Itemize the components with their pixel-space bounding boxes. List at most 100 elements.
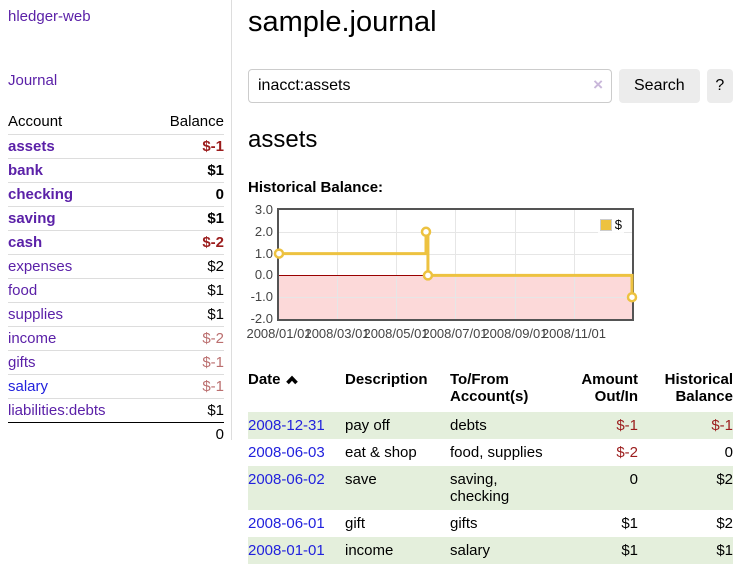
data-point xyxy=(420,226,432,238)
x-axis-tick-label: 2008/09/01 xyxy=(482,326,548,341)
account-balance: $-2 xyxy=(146,326,224,351)
vertical-gridline xyxy=(396,210,398,319)
transaction-date-link[interactable]: 2008-01-01 xyxy=(248,542,325,559)
transaction-description: income xyxy=(345,537,450,564)
transaction-amount: $-1 xyxy=(550,412,638,439)
transaction-accounts: salary xyxy=(450,537,550,564)
horizontal-gridline xyxy=(279,297,632,299)
transaction-row: 2008-06-02 save saving, checking 0 $2 xyxy=(248,466,733,510)
account-balance: $1 xyxy=(146,158,224,183)
account-link-bank[interactable]: bank xyxy=(8,162,44,179)
account-link-gifts[interactable]: gifts xyxy=(8,354,36,371)
y-axis-tick-label: -1.0 xyxy=(250,289,273,305)
transaction-row: 2008-01-01 income salary $1 $1 xyxy=(248,537,733,564)
transaction-date-link[interactable]: 2008-06-02 xyxy=(248,471,325,488)
transaction-amount: 0 xyxy=(550,466,638,510)
horizontal-gridline xyxy=(279,253,632,255)
transaction-amount: $1 xyxy=(550,537,638,564)
register-header-description: Description xyxy=(345,371,428,388)
register-header-amount: Amount Out/In xyxy=(581,371,638,405)
transaction-description: gift xyxy=(345,515,366,532)
register-header-balance: Historical Balance xyxy=(664,371,733,405)
search-input[interactable] xyxy=(248,69,612,103)
account-link-cash[interactable]: cash xyxy=(8,234,43,251)
register-table: Date Description To/From Account(s) Amou… xyxy=(248,368,733,564)
account-heading: assets xyxy=(248,126,318,153)
account-link-liabilities-debts[interactable]: liabilities:debts xyxy=(8,402,106,419)
account-row: expenses $2 xyxy=(8,254,224,279)
account-row: gifts $-1 xyxy=(8,350,224,375)
horizontal-gridline xyxy=(279,231,632,233)
account-balance: $-1 xyxy=(146,374,224,399)
x-axis-tick-label: 2008/03/01 xyxy=(304,326,370,341)
register-header-row: Date Description To/From Account(s) Amou… xyxy=(248,368,733,412)
account-row: supplies $1 xyxy=(8,302,224,327)
accounts-table: Account Balance assets $-1 bank $1 checking 0… xyxy=(8,110,224,446)
accounts-header-account: Account xyxy=(8,113,63,130)
sort-ascending-icon xyxy=(285,375,298,385)
app-title-link[interactable]: hledger-web xyxy=(8,8,91,25)
y-axis-tick-label: 0.0 xyxy=(254,267,273,283)
account-link-checking[interactable]: checking xyxy=(8,186,74,203)
accounts-total-balance: 0 xyxy=(146,422,224,446)
main-content: sample.journal × Search ? assets Histori… xyxy=(233,0,742,582)
transaction-description: save xyxy=(345,466,450,510)
account-row: food $1 xyxy=(8,278,224,303)
vertical-gridline xyxy=(514,210,516,319)
account-row: salary $-1 xyxy=(8,374,224,399)
help-button[interactable]: ? xyxy=(706,69,733,103)
account-link-income[interactable]: income xyxy=(8,330,57,347)
transaction-description: eat & shop xyxy=(345,444,417,461)
transaction-accounts: food, supplies xyxy=(450,444,543,461)
clear-search-icon[interactable]: × xyxy=(593,75,603,94)
accounts-header-balance: Balance xyxy=(169,113,224,130)
search-button[interactable]: Search xyxy=(619,69,700,103)
chart-plot-area: $ xyxy=(273,208,638,321)
transaction-balance: 0 xyxy=(724,444,733,461)
chart-legend: $ xyxy=(597,216,624,233)
transaction-balance: $-1 xyxy=(638,412,733,439)
search-box: × xyxy=(248,69,612,103)
sidebar: hledger-web Journal Account Balance asse… xyxy=(0,0,232,446)
y-axis-tick-label: 3.0 xyxy=(254,202,273,217)
legend-swatch xyxy=(599,218,612,231)
transaction-amount: $1 xyxy=(621,515,638,532)
search-form: × Search ? xyxy=(248,69,733,103)
chart-title: Historical Balance: xyxy=(248,179,384,196)
account-balance: $1 xyxy=(146,302,224,327)
account-balance: $1 xyxy=(146,398,224,423)
transaction-accounts: debts xyxy=(450,412,550,439)
account-balance: $-2 xyxy=(146,230,224,255)
data-point xyxy=(273,248,285,259)
transaction-accounts: saving, checking xyxy=(450,466,550,510)
data-point xyxy=(626,291,638,303)
accounts-total-row: 0 xyxy=(8,422,224,446)
account-balance: $-1 xyxy=(146,134,224,159)
account-balance: 0 xyxy=(146,182,224,207)
historical-balance-chart: $ 3.0 2.0 1.0 0.0 -1.0 -2.0 2008/01/01 2008/03/… xyxy=(246,202,733,346)
register-header-date[interactable]: Date xyxy=(248,368,345,412)
transaction-date-link[interactable]: 2008-12-31 xyxy=(248,417,325,434)
account-link-food[interactable]: food xyxy=(8,282,38,299)
account-link-salary[interactable]: salary xyxy=(8,378,49,395)
y-axis-tick-label: 1.0 xyxy=(254,245,273,261)
transaction-date-link[interactable]: 2008-06-01 xyxy=(248,515,325,532)
y-axis-tick-label: 2.0 xyxy=(254,223,273,239)
account-balance: $1 xyxy=(146,278,224,303)
transaction-description: pay off xyxy=(345,412,450,439)
account-row: income $-2 xyxy=(8,326,224,351)
transaction-row: 2008-06-03 eat & shop food, supplies $-2 0 xyxy=(248,439,733,466)
account-row: assets $-1 xyxy=(8,134,224,159)
account-link-assets[interactable]: assets xyxy=(8,138,55,155)
sidebar-item-journal[interactable]: Journal xyxy=(8,72,58,89)
account-link-expenses[interactable]: expenses xyxy=(8,258,73,275)
transaction-date-link[interactable]: 2008-06-03 xyxy=(248,444,325,461)
account-balance: $2 xyxy=(146,254,224,279)
vertical-gridline xyxy=(455,210,457,319)
account-row: saving $1 xyxy=(8,206,224,231)
account-link-supplies[interactable]: supplies xyxy=(8,306,64,323)
account-balance: $1 xyxy=(146,206,224,231)
vertical-gridline xyxy=(337,210,339,319)
account-link-saving[interactable]: saving xyxy=(8,210,56,227)
account-row: liabilities:debts $1 xyxy=(8,398,224,423)
